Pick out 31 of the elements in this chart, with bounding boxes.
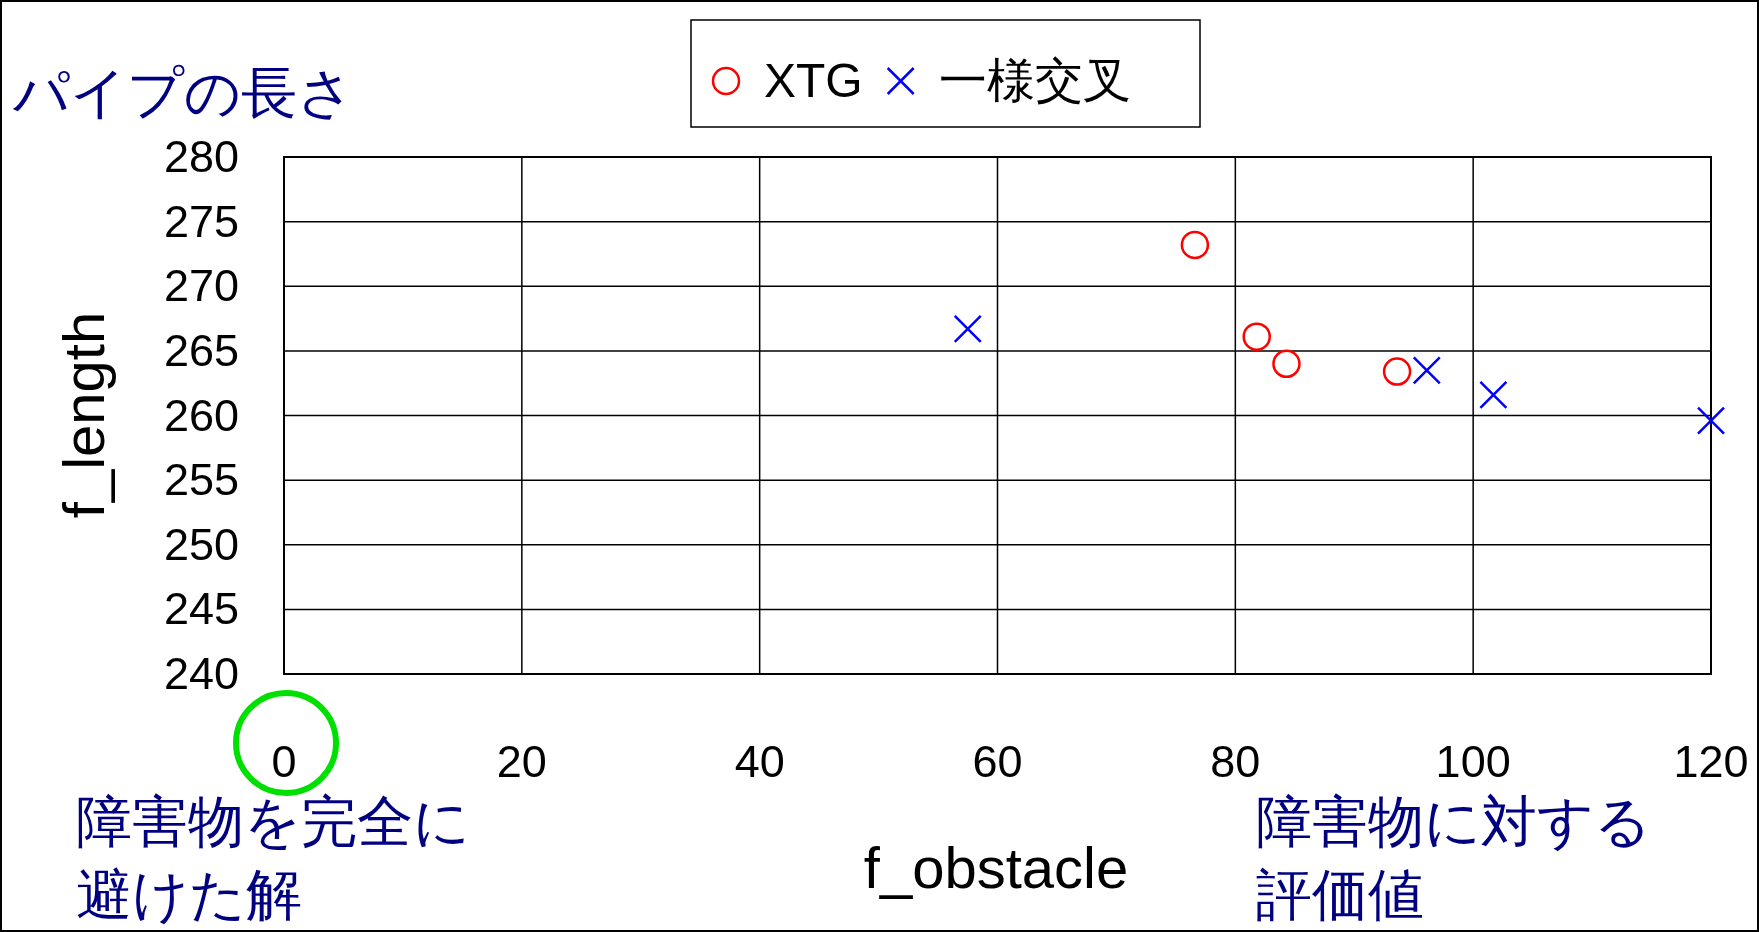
x-tick-label: 80: [1210, 736, 1261, 787]
x-tick-label: 0: [271, 736, 297, 787]
text: 障害物を完全に避けた解: [76, 790, 470, 926]
text: パイプの長さ: [12, 61, 354, 124]
x-tick-label: 20: [496, 736, 547, 787]
y-tick-label: 275: [163, 195, 239, 247]
x-tick-label: 40: [734, 736, 785, 787]
point: [1412, 356, 1442, 385]
y-tick-label: 270: [163, 260, 239, 312]
y-axis-title: f_length: [51, 311, 116, 519]
point: [1180, 230, 1210, 260]
legend-label: 一様交叉: [938, 54, 1131, 107]
point: [1272, 349, 1301, 379]
point: [1242, 322, 1271, 351]
point: [1479, 380, 1508, 410]
y-tick-label: 250: [163, 518, 239, 570]
x-axis-title: f_obstacle: [863, 835, 1129, 900]
point: [1382, 357, 1412, 386]
legend-label: XTG: [764, 54, 863, 107]
x-tick-label: 100: [1435, 736, 1511, 787]
y-tick-label: 260: [163, 389, 239, 441]
y-tick-label: 280: [163, 131, 239, 182]
point: [953, 314, 983, 344]
y-tick-label: 245: [163, 583, 239, 635]
x-tick-label: 120: [1673, 736, 1749, 787]
y-tick-label: 265: [163, 324, 239, 376]
point: [1696, 406, 1726, 435]
y-tick-label: 240: [163, 648, 239, 699]
x-tick-label: 60: [972, 736, 1023, 787]
y-tick-label: 255: [163, 454, 239, 506]
text: 障害物に対する評価値: [1256, 790, 1651, 926]
